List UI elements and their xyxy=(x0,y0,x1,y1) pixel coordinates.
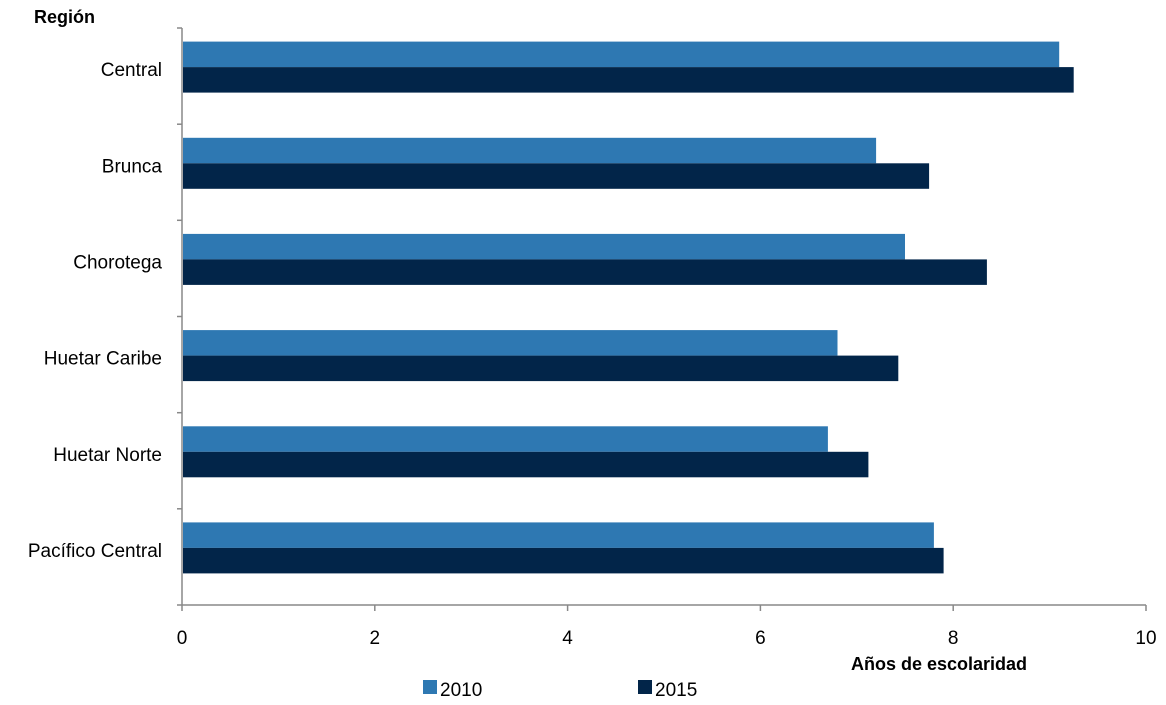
bar-2010-central xyxy=(183,41,1060,68)
legend-label-2010: 2010 xyxy=(440,680,482,700)
bar-2010-pacífico-central xyxy=(183,522,934,548)
legend: 2010 2015 xyxy=(423,680,697,701)
bar-2015-brunca xyxy=(183,163,930,189)
category-label: Huetar Norte xyxy=(53,445,162,466)
bar-2015-pacífico-central xyxy=(183,547,944,574)
x-tick-label: 0 xyxy=(177,628,188,649)
bar-2015-central xyxy=(183,67,1074,93)
category-label: Central xyxy=(101,60,162,81)
x-tick-label: 6 xyxy=(755,628,766,649)
axes-group xyxy=(181,28,1146,606)
x-axis-title: Años de escolaridad xyxy=(851,654,1027,674)
bar-2010-brunca xyxy=(183,137,877,164)
bar-2015-chorotega xyxy=(183,259,987,285)
x-tick-label: 8 xyxy=(948,628,959,649)
legend-label-2015: 2015 xyxy=(655,680,697,700)
bar-2015-huetar-caribe xyxy=(183,355,899,382)
category-label: Huetar Caribe xyxy=(44,349,162,370)
y-axis-title: Región xyxy=(34,7,95,27)
ticks-group xyxy=(177,27,1147,611)
category-label: Brunca xyxy=(102,156,163,177)
bar-2015-huetar-norte xyxy=(183,451,869,478)
category-label: Pacífico Central xyxy=(28,541,162,562)
bar-2010-chorotega xyxy=(183,233,905,260)
x-tick-label: 4 xyxy=(562,628,573,649)
legend-swatch-2010 xyxy=(423,680,437,694)
category-label: Chorotega xyxy=(73,252,162,273)
bars-group xyxy=(183,41,1074,574)
labels-group: Central Brunca Chorotega Huetar Caribe Hueta… xyxy=(28,60,1157,649)
x-tick-label: 10 xyxy=(1135,628,1156,649)
bar-2010-huetar-caribe xyxy=(183,330,838,356)
legend-swatch-2015 xyxy=(638,680,652,694)
bar-2010-huetar-norte xyxy=(183,426,828,452)
x-tick-label: 2 xyxy=(370,628,381,649)
